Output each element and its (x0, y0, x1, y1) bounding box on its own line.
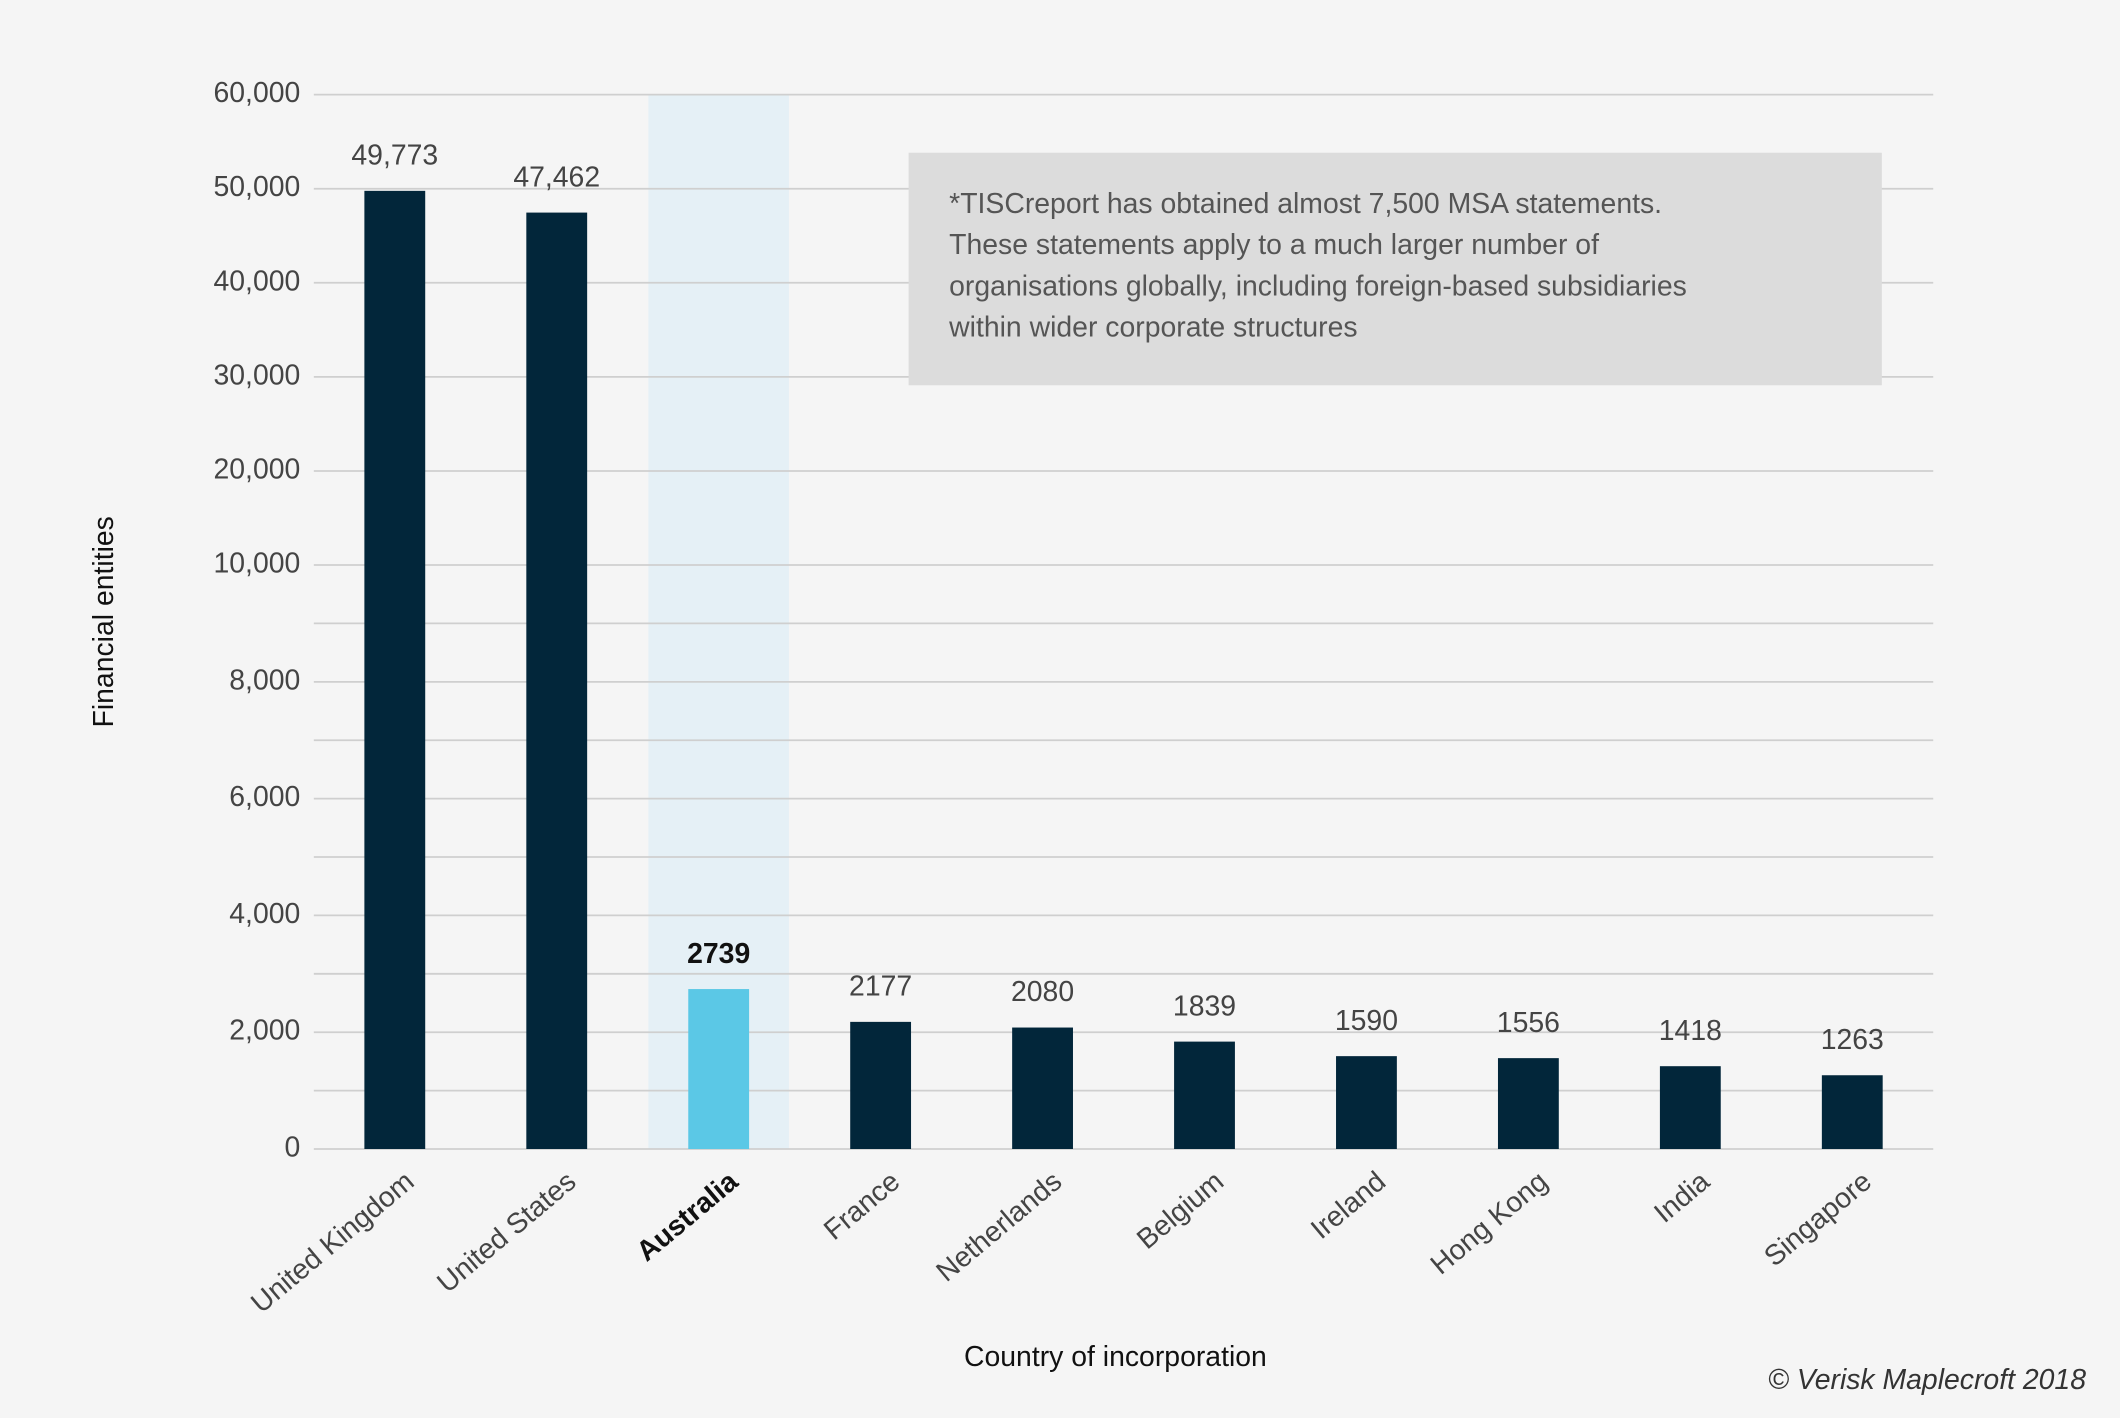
value-label: 2177 (849, 971, 912, 1003)
annotation-box (908, 152, 1882, 386)
y-tick-label: 30,000 (214, 359, 301, 391)
credit: © Verisk Maplecroft 2018 (1768, 1364, 2086, 1396)
value-label: 49,773 (351, 140, 438, 172)
y-tick-label: 20,000 (214, 453, 301, 485)
value-label: 47,462 (513, 161, 600, 193)
y-axis-title: Financial entities (88, 516, 120, 727)
y-tick-label: 60,000 (214, 77, 301, 109)
value-label: 1556 (1497, 1007, 1560, 1039)
bar (526, 212, 588, 1149)
y-tick-label: 6,000 (229, 781, 300, 813)
bar (1821, 1075, 1883, 1149)
value-label: 1839 (1173, 990, 1236, 1022)
value-label: 2080 (1011, 976, 1074, 1008)
value-label: 1590 (1335, 1005, 1398, 1037)
bar (1497, 1058, 1559, 1149)
bar (1659, 1066, 1721, 1149)
y-tick-label: 4,000 (229, 898, 300, 930)
bar (1174, 1041, 1235, 1149)
y-tick-label: 10,000 (214, 548, 301, 580)
value-label: 2739 (687, 938, 750, 970)
annotation-text: *TISCreport has obtained almost 7,500 MS… (949, 188, 1662, 220)
annotation-text: within wider corporate structures (948, 312, 1357, 344)
y-tick-label: 0 (285, 1131, 301, 1163)
value-label: 1418 (1659, 1015, 1722, 1047)
bar (1336, 1056, 1397, 1149)
bar (1012, 1027, 1073, 1149)
bar (364, 190, 426, 1149)
bar (688, 989, 750, 1149)
annotation-text: organisations globally, including foreig… (949, 270, 1687, 302)
y-tick-label: 2,000 (229, 1015, 300, 1047)
y-tick-label: 50,000 (214, 171, 301, 203)
value-label: 1263 (1821, 1024, 1884, 1056)
annotation-text: These statements apply to a much larger … (949, 229, 1599, 261)
y-tick-label: 40,000 (214, 265, 301, 297)
y-tick-label: 8,000 (229, 664, 300, 696)
bar (850, 1021, 912, 1149)
x-axis-title: Country of incorporation (964, 1341, 1267, 1373)
